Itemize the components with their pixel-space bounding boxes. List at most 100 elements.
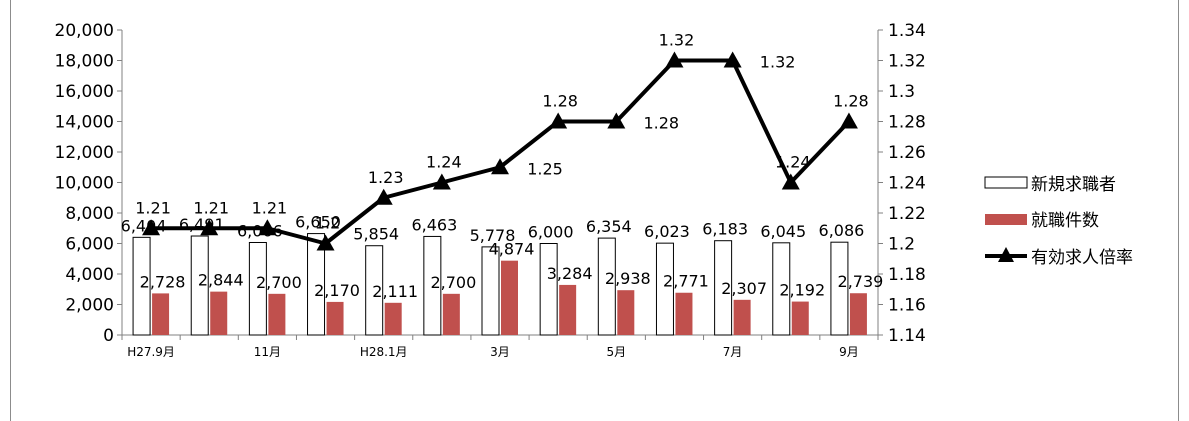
bar-label-new-job-seekers: 6,066 — [237, 221, 283, 240]
line-label-job-openings-ratio: 1.24 — [426, 153, 462, 172]
x-axis-tick-label: 9月 — [839, 345, 859, 359]
bar-label-new-job-seekers: 6,404 — [121, 216, 167, 235]
bar-label-placements: 2,739 — [838, 272, 884, 291]
line-label-job-openings-ratio: 1.24 — [775, 153, 811, 172]
bar-placements — [152, 293, 170, 335]
bar-label-new-job-seekers: 6,354 — [586, 217, 632, 236]
bar-new-job-seekers — [481, 246, 500, 336]
bar-placements — [384, 302, 402, 335]
line-marker — [258, 219, 277, 236]
legend-marker-job-openings-ratio — [998, 247, 1014, 262]
bar-label-placements: 2,728 — [140, 272, 186, 291]
bar-label-new-job-seekers: 6,183 — [702, 220, 748, 239]
line-label-job-openings-ratio: 1.28 — [643, 114, 679, 133]
bar-new-job-seekers — [597, 237, 616, 336]
line-label-job-openings-ratio: 1.21 — [135, 198, 171, 217]
line-label-job-openings-ratio: 1.32 — [760, 53, 796, 72]
bar-label-new-job-seekers: 6,023 — [644, 222, 690, 241]
bar-placements — [559, 284, 577, 335]
left-axis-tick-label: 4,000 — [65, 265, 114, 285]
line-marker — [316, 234, 335, 251]
left-axis-tick-label: 0 — [103, 326, 114, 346]
bar-label-placements: 2,170 — [314, 281, 360, 300]
bar-new-job-seekers — [655, 242, 674, 336]
bar-label-placements: 2,192 — [779, 281, 825, 300]
right-axis-tick-label: 1.3 — [888, 82, 915, 102]
bar-label-new-job-seekers: 5,854 — [353, 225, 399, 244]
bar-new-job-seekers — [132, 236, 151, 336]
right-axis-tick-label: 1.28 — [888, 113, 926, 133]
x-axis-tick-label: 3月 — [490, 345, 510, 359]
right-axis-tick-label: 1.16 — [888, 296, 926, 316]
bar-label-new-job-seekers: 6,491 — [179, 215, 225, 234]
bar-new-job-seekers — [365, 245, 384, 336]
legend-label-job-openings-ratio: 有効求人倍率 — [1031, 248, 1133, 268]
bar-label-placements: 2,938 — [605, 269, 651, 288]
bar-placements — [326, 301, 344, 335]
bar-new-job-seekers — [772, 242, 791, 336]
line-label-job-openings-ratio: 1.21 — [193, 198, 229, 217]
bar-placements — [849, 293, 867, 335]
right-axis-tick-label: 1.24 — [888, 174, 926, 194]
bars-layer — [132, 233, 867, 336]
bar-label-placements: 2,700 — [430, 273, 476, 292]
bar-placements — [442, 293, 460, 335]
right-axis-tick-label: 1.2 — [888, 235, 915, 255]
bar-label-placements: 2,111 — [372, 282, 418, 301]
bar-label-placements: 2,307 — [721, 279, 767, 298]
bar-new-job-seekers — [307, 233, 326, 336]
line-marker — [142, 219, 161, 236]
bar-label-placements: 2,844 — [198, 271, 244, 290]
legend-label-placements: 就職件数 — [1031, 211, 1099, 231]
left-axis-tick-label: 6,000 — [65, 235, 114, 255]
legend-label-new-job-seekers: 新規求職者 — [1031, 175, 1116, 195]
line-marker — [374, 188, 393, 205]
left-axis-tick-label: 18,000 — [55, 52, 114, 72]
bar-label-new-job-seekers: 6,650 — [295, 213, 341, 232]
bar-label-new-job-seekers: 6,086 — [819, 221, 865, 240]
line-label-job-openings-ratio: 1.28 — [542, 92, 578, 111]
right-axis-tick-label: 1.26 — [888, 143, 926, 163]
line-marker — [665, 51, 684, 68]
x-axis-tick-label: H27.9月 — [127, 345, 175, 359]
x-axis-tick-label: 7月 — [723, 345, 743, 359]
bar-label-new-job-seekers: 6,463 — [411, 215, 457, 234]
x-axis-tick-label: H28.1月 — [360, 345, 408, 359]
line-marker — [723, 51, 742, 68]
bar-placements — [791, 301, 809, 335]
bar-new-job-seekers — [423, 235, 442, 336]
left-axis-tick-label: 2,000 — [65, 296, 114, 316]
bar-placements — [617, 290, 635, 335]
line-marker — [839, 112, 858, 129]
line-label-job-openings-ratio: 1.2 — [315, 214, 340, 233]
bar-new-job-seekers — [539, 243, 558, 336]
bar-label-new-job-seekers: 6,000 — [528, 223, 574, 242]
line-marker — [491, 158, 509, 175]
chart-frame — [10, 0, 1179, 421]
legend-swatch-placements — [985, 214, 1027, 225]
right-axis-tick-label: 1.34 — [888, 21, 926, 41]
right-axis-tick-label: 1.32 — [888, 52, 926, 72]
x-axis-tick-label: 11月 — [254, 345, 281, 359]
line-marker — [200, 219, 219, 236]
bar-new-job-seekers — [248, 241, 267, 336]
bar-new-job-seekers — [714, 240, 733, 336]
labels-layer: 6,404 2,728 6,491 2,844 6,066 2,700 6,650 2,170… — [121, 31, 884, 301]
bar-label-placements: 2,700 — [256, 273, 302, 292]
axes-layer: 0 2,000 4,000 6,000 8,000 10,000 12,000 14,000 1… — [55, 21, 926, 359]
bar-label-new-job-seekers: 5,778 — [470, 226, 516, 245]
left-axis-tick-label: 20,000 — [55, 21, 114, 41]
left-axis-tick-label: 8,000 — [65, 204, 114, 224]
left-axis-tick-label: 14,000 — [55, 113, 114, 133]
right-axis-tick-label: 1.22 — [888, 204, 926, 224]
left-axis-tick-label: 10,000 — [55, 174, 114, 194]
legend-swatch-new-job-seekers — [984, 176, 1028, 189]
left-axis-tick-label: 16,000 — [55, 82, 114, 102]
line-label-job-openings-ratio: 1.25 — [527, 159, 563, 178]
line-label-job-openings-ratio: 1.28 — [833, 92, 869, 111]
bar-placements — [733, 299, 751, 335]
bar-new-job-seekers — [190, 235, 209, 336]
bar-placements — [501, 260, 518, 335]
bar-label-new-job-seekers: 6,045 — [760, 222, 806, 241]
